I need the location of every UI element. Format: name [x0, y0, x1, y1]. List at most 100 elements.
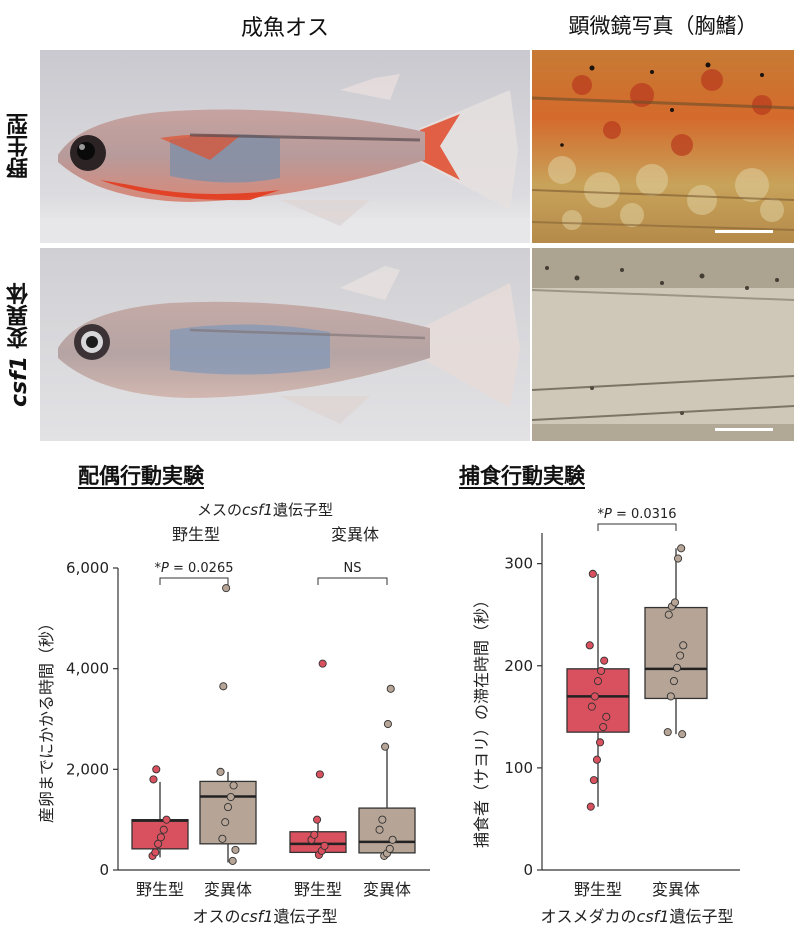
comparison-bracket	[597, 523, 677, 531]
photo-wildtype-fish	[40, 50, 530, 243]
data-point	[154, 839, 163, 848]
data-point	[674, 554, 683, 563]
xlabel-suffix: 遺伝子型	[669, 907, 733, 926]
micrograph-wildtype-fin	[532, 50, 794, 243]
data-point	[600, 656, 609, 665]
significance-star: *	[598, 507, 605, 522]
x-category-label: 変異体	[204, 880, 252, 899]
comparison-label: NS	[344, 561, 362, 576]
data-point	[375, 825, 384, 834]
box	[199, 780, 257, 845]
comparison-bracket	[317, 577, 388, 585]
y-tick-label: 0	[523, 861, 533, 879]
comparison-label: *P = 0.0265	[155, 561, 234, 576]
mutant-fish-illustration	[40, 248, 530, 441]
data-point	[216, 767, 225, 776]
wildtype-fish-illustration	[40, 50, 530, 243]
xlabel-prefix: オスの	[193, 907, 241, 926]
data-point	[588, 569, 597, 578]
data-point	[388, 835, 397, 844]
data-point	[156, 833, 165, 842]
data-point	[226, 792, 235, 802]
panel-label-female-wildtype: 野生型	[172, 525, 220, 544]
y-tick-label: 200	[504, 657, 533, 675]
box	[644, 606, 708, 700]
data-point	[223, 803, 233, 812]
data-point	[663, 728, 672, 737]
x-category-label: 野生型	[574, 880, 622, 899]
data-point	[678, 730, 687, 739]
box	[358, 807, 416, 854]
y-axis-label: 捕食者（サヨリ）の滞在時間（秒）	[472, 592, 491, 848]
significance-star: *	[155, 561, 162, 576]
p-value: = 0.0265	[169, 561, 234, 576]
data-point	[593, 677, 603, 686]
data-point	[385, 844, 394, 853]
data-point	[669, 677, 678, 686]
x-axis-label: オスメダカのcsf1遺伝子型	[541, 907, 734, 926]
data-point	[666, 692, 675, 701]
xlabel-prefix: オスメダカの	[541, 907, 637, 926]
y-tick-label: 6,000	[66, 559, 109, 577]
data-point	[228, 856, 237, 865]
photo-mutant-fish	[40, 248, 530, 441]
data-point	[585, 641, 594, 650]
data-point	[672, 663, 682, 672]
data-point	[162, 815, 171, 824]
y-tick-label: 4,000	[66, 660, 109, 678]
charts-svg: 0 2,000 4,000 6,000 産卵までにかかる時間（秒） メスのcsf1遺伝子型…	[37, 501, 740, 926]
y-axis-label: 産卵までにかかる時間（秒）	[37, 615, 56, 823]
comparison-label: *P = 0.0316	[598, 507, 677, 522]
x-category-label: 変異体	[363, 880, 411, 899]
data-point	[597, 666, 606, 675]
gene-name: csf1	[7, 355, 32, 407]
data-point	[219, 682, 228, 691]
data-point	[383, 719, 392, 729]
p-symbol: P	[161, 561, 169, 576]
data-point	[587, 702, 596, 711]
data-point	[315, 770, 324, 779]
data-point	[679, 641, 688, 650]
column-title-adult-male: 成魚オス	[240, 16, 329, 41]
subtitle-suffix: 遺伝子型	[273, 501, 333, 519]
data-point	[218, 834, 227, 843]
data-point	[378, 815, 387, 824]
data-point	[586, 802, 595, 811]
data-point	[596, 738, 605, 747]
x-category-label: 野生型	[294, 880, 342, 899]
data-point	[589, 776, 598, 785]
panel-label-female-mutant: 変異体	[331, 525, 379, 544]
chart-title-predation: 捕食行動実験	[459, 464, 585, 488]
wildtype-micrograph-illustration	[532, 50, 794, 243]
data-point	[310, 830, 319, 839]
mutant-micrograph-illustration	[532, 248, 794, 441]
data-point	[318, 659, 327, 668]
xlabel-gene: csf1	[241, 907, 274, 926]
column-title-micrograph: 顕微鏡写真（胸鰭）	[568, 14, 758, 38]
xlabel-suffix: 遺伝子型	[273, 907, 337, 926]
p-value: = 0.0316	[612, 507, 677, 522]
x-axis-label: オスのcsf1遺伝子型	[193, 907, 338, 926]
data-point	[599, 722, 608, 732]
data-point	[386, 684, 395, 693]
y-tick-label: 300	[504, 555, 533, 573]
y-tick-label: 100	[504, 759, 533, 777]
data-point	[222, 584, 231, 593]
data-point	[670, 598, 680, 607]
y-tick-label: 2,000	[66, 760, 109, 778]
chart-subtitle: メスのcsf1遺伝子型	[197, 501, 333, 519]
data-point	[676, 651, 685, 660]
data-point	[664, 610, 673, 619]
scale-bar	[715, 428, 773, 431]
x-category-label: 野生型	[136, 880, 184, 899]
comparison-bracket	[159, 577, 229, 585]
x-category-label: 変異体	[652, 880, 700, 899]
data-point	[151, 848, 160, 857]
data-point	[320, 841, 329, 850]
xlabel-gene: csf1	[637, 907, 670, 926]
data-point	[677, 544, 686, 553]
data-point	[152, 765, 161, 774]
p-symbol: P	[604, 507, 612, 522]
data-point	[231, 845, 240, 854]
data-point	[229, 781, 238, 790]
